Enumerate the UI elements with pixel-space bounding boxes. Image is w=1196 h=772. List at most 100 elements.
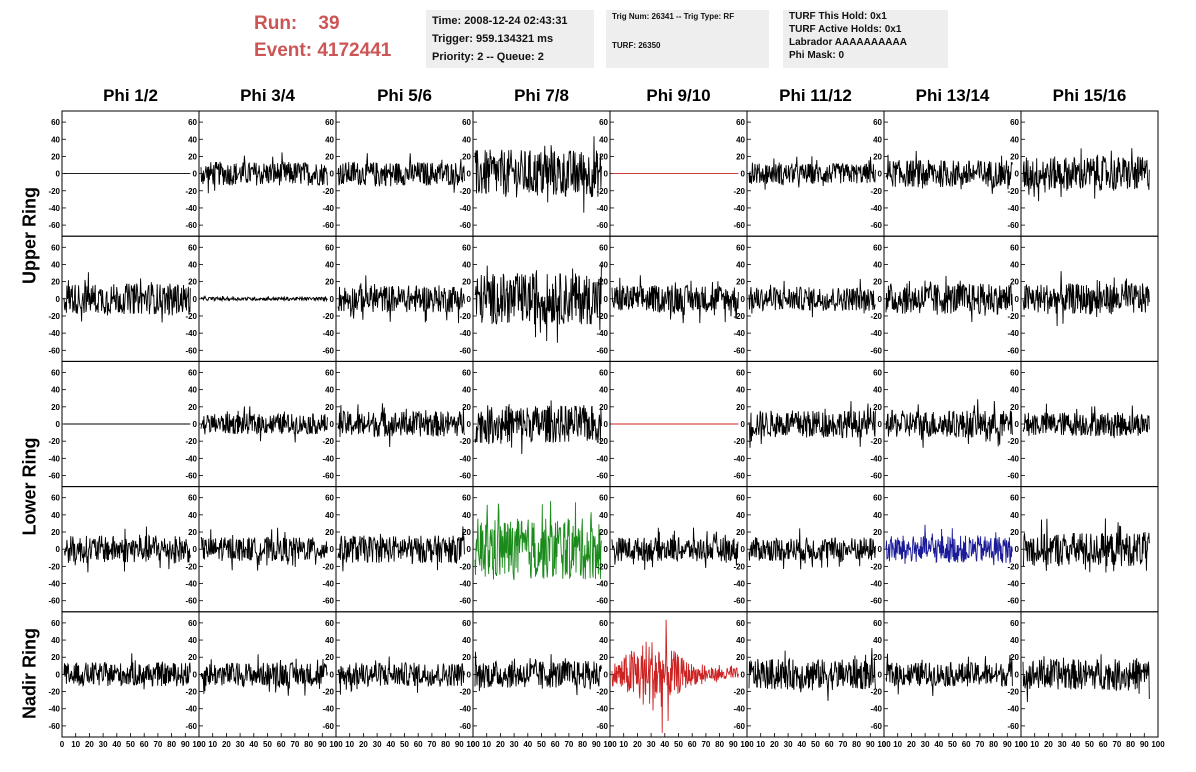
x-tick-label: 0 bbox=[1019, 740, 1024, 749]
y-tick-label: 60 bbox=[188, 368, 197, 377]
x-tick-label: 30 bbox=[510, 740, 519, 749]
y-tick-label: -20 bbox=[1007, 562, 1019, 571]
y-tick-label: -60 bbox=[185, 722, 197, 731]
y-tick-label: -60 bbox=[322, 221, 334, 230]
x-tick-label: 0 bbox=[471, 740, 476, 749]
y-tick-label: -40 bbox=[185, 204, 197, 213]
y-tick-label: -40 bbox=[596, 580, 608, 589]
waveform-trace bbox=[64, 526, 191, 573]
waveform-trace bbox=[337, 275, 465, 324]
y-tick-label: -20 bbox=[322, 562, 334, 571]
y-tick-label: -20 bbox=[870, 312, 882, 321]
y-tick-label: 0 bbox=[1015, 420, 1020, 429]
y-tick-label: -40 bbox=[733, 454, 745, 463]
x-tick-label: 40 bbox=[112, 740, 121, 749]
x-tick-label: 30 bbox=[373, 740, 382, 749]
waveform-trace bbox=[611, 527, 739, 570]
y-tick-label: -60 bbox=[48, 346, 60, 355]
y-tick-label: 60 bbox=[51, 118, 60, 127]
x-tick-label: 80 bbox=[715, 740, 724, 749]
y-tick-label: 60 bbox=[873, 368, 882, 377]
y-tick-label: 20 bbox=[325, 403, 334, 412]
y-tick-label: 0 bbox=[56, 420, 61, 429]
y-tick-label: 20 bbox=[188, 528, 197, 537]
y-tick-label: 20 bbox=[51, 278, 60, 287]
y-tick-label: 60 bbox=[51, 494, 60, 503]
y-tick-label: 60 bbox=[736, 368, 745, 377]
waveform-trace bbox=[474, 136, 602, 213]
y-tick-label: -60 bbox=[1007, 346, 1019, 355]
y-tick-label: 0 bbox=[878, 295, 883, 304]
y-tick-label: -60 bbox=[459, 597, 471, 606]
y-tick-label: -40 bbox=[48, 204, 60, 213]
y-tick-label: -40 bbox=[459, 580, 471, 589]
y-tick-label: -60 bbox=[1007, 722, 1019, 731]
y-tick-label: 0 bbox=[741, 545, 746, 554]
y-tick-label: -60 bbox=[733, 221, 745, 230]
waveform-panel: -60 -40 -20 0 20 40 60 bbox=[459, 235, 611, 362]
waveform-trace bbox=[63, 272, 191, 323]
y-tick-label: 20 bbox=[1010, 653, 1019, 662]
y-tick-label: -40 bbox=[733, 204, 745, 213]
y-tick-label: -20 bbox=[596, 312, 608, 321]
x-tick-label: 30 bbox=[1058, 740, 1067, 749]
y-tick-label: -60 bbox=[870, 346, 882, 355]
y-tick-label: 0 bbox=[467, 295, 472, 304]
y-tick-label: -20 bbox=[322, 312, 334, 321]
y-tick-label: 20 bbox=[736, 152, 745, 161]
x-tick-label: 70 bbox=[975, 740, 984, 749]
y-tick-label: 40 bbox=[1010, 260, 1019, 269]
y-tick-label: 60 bbox=[873, 494, 882, 503]
trigger-text: Trigger: 959.134321 ms bbox=[432, 33, 554, 45]
y-tick-label: 20 bbox=[51, 152, 60, 161]
y-tick-label: -60 bbox=[459, 221, 471, 230]
y-tick-label: 0 bbox=[1015, 670, 1020, 679]
y-tick-label: 20 bbox=[736, 403, 745, 412]
y-tick-label: -20 bbox=[459, 312, 471, 321]
y-tick-label: -40 bbox=[459, 454, 471, 463]
y-tick-label: 20 bbox=[873, 278, 882, 287]
x-tick-label: 20 bbox=[222, 740, 231, 749]
y-tick-label: -20 bbox=[733, 562, 745, 571]
y-tick-label: -20 bbox=[733, 187, 745, 196]
run-value: 39 bbox=[318, 13, 340, 34]
y-tick-label: 0 bbox=[330, 295, 335, 304]
y-tick-label: 20 bbox=[736, 528, 745, 537]
y-tick-label: -40 bbox=[1007, 580, 1019, 589]
y-tick-label: -20 bbox=[185, 312, 197, 321]
y-tick-label: -40 bbox=[48, 329, 60, 338]
y-tick-label: 60 bbox=[325, 118, 334, 127]
waveform-trace bbox=[200, 654, 328, 696]
x-tick-label: 20 bbox=[359, 740, 368, 749]
phi-column-label: Phi 11/12 bbox=[779, 86, 852, 105]
waveform-panel: -60 -40 -20 0 20 40 60 bbox=[870, 110, 1022, 237]
y-tick-label: 40 bbox=[873, 511, 882, 520]
y-tick-label: -60 bbox=[185, 597, 197, 606]
waveform-panel: -60 -40 -20 0 20 40 60 bbox=[596, 235, 748, 362]
x-tick-label: 60 bbox=[414, 740, 423, 749]
waveform-trace bbox=[474, 400, 602, 455]
y-tick-label: -20 bbox=[870, 187, 882, 196]
waveform-trace bbox=[200, 527, 328, 571]
y-tick-label: -20 bbox=[459, 187, 471, 196]
y-tick-label: -60 bbox=[48, 597, 60, 606]
x-tick-label: 40 bbox=[386, 740, 395, 749]
y-tick-label: 20 bbox=[462, 278, 471, 287]
x-tick-label: 60 bbox=[825, 740, 834, 749]
y-tick-label: 60 bbox=[736, 118, 745, 127]
waveform-panel: -60 -40 -20 0 20 40 60 bbox=[322, 235, 474, 362]
y-tick-label: -60 bbox=[870, 472, 882, 481]
phi-column-label: Phi 7/8 bbox=[514, 86, 569, 105]
y-tick-label: 60 bbox=[1010, 368, 1019, 377]
y-tick-label: 20 bbox=[1010, 528, 1019, 537]
x-tick-label: 50 bbox=[263, 740, 272, 749]
turf-active-holds-text: TURF Active Holds: 0x1 bbox=[789, 24, 902, 35]
x-tick-label: 80 bbox=[852, 740, 861, 749]
y-tick-label: -40 bbox=[733, 705, 745, 714]
y-tick-label: -40 bbox=[1007, 454, 1019, 463]
y-tick-label: -60 bbox=[870, 597, 882, 606]
turf-info-box: TURF This Hold: 0x1 TURF Active Holds: 0… bbox=[783, 10, 948, 68]
